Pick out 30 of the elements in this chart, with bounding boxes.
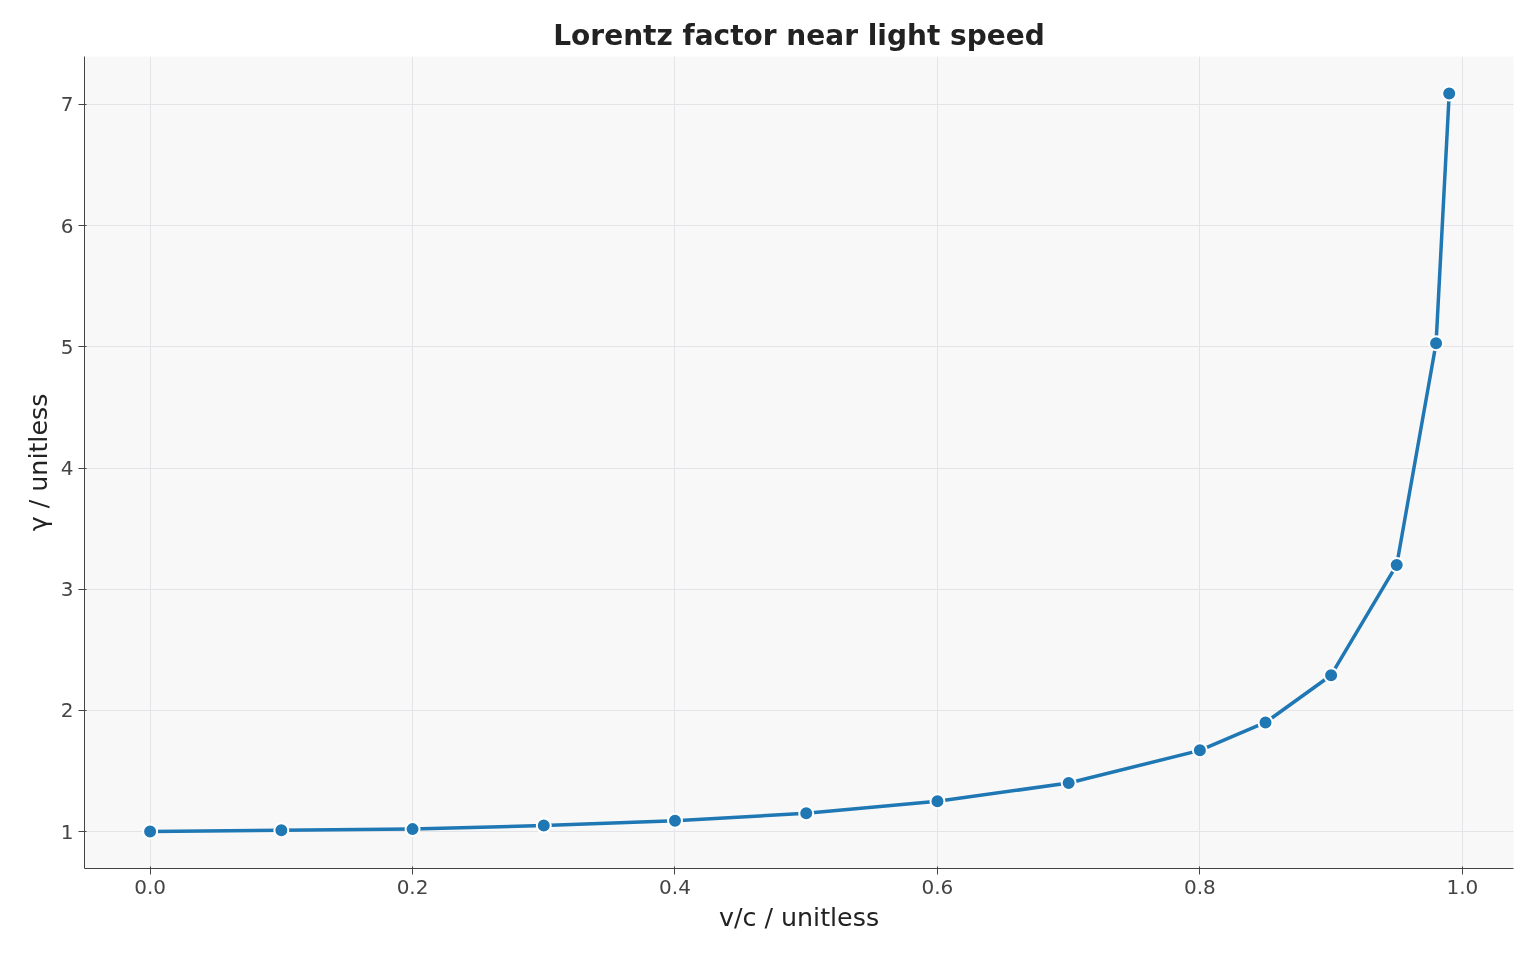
y-axis-title: γ / unitless (22, 393, 53, 532)
point (1257, 714, 1274, 731)
y-tick-label: 5 (60, 334, 74, 359)
point (273, 822, 290, 839)
point (1323, 667, 1340, 684)
point (1060, 775, 1077, 792)
point (667, 812, 683, 829)
y-tick-label: 6 (60, 213, 74, 238)
point (929, 793, 946, 810)
x-tick-label: 0.2 (396, 874, 429, 899)
point (798, 805, 815, 822)
y-tick-label: 2 (60, 698, 74, 723)
point (1428, 335, 1445, 352)
point (142, 823, 159, 840)
chart-title: Lorentz factor near light speed (553, 18, 1045, 52)
y-tick-label: 3 (60, 577, 74, 602)
point (1388, 556, 1405, 573)
x-tick-label: 0.4 (659, 874, 691, 899)
point (1441, 85, 1458, 102)
x-axis-title: v/c / unitless (718, 901, 880, 932)
point (535, 817, 552, 834)
x-tick-label: 0.6 (921, 874, 954, 899)
x-tick-label: 0.8 (1183, 874, 1216, 899)
x-tick-label: 1.0 (1446, 874, 1479, 899)
point (1191, 742, 1208, 759)
y-tick-label: 4 (60, 456, 74, 481)
point (404, 821, 421, 838)
y-tick-label: 7 (60, 92, 74, 117)
x-tick-label: 0.0 (134, 874, 167, 899)
y-tick-label: 1 (60, 819, 74, 844)
